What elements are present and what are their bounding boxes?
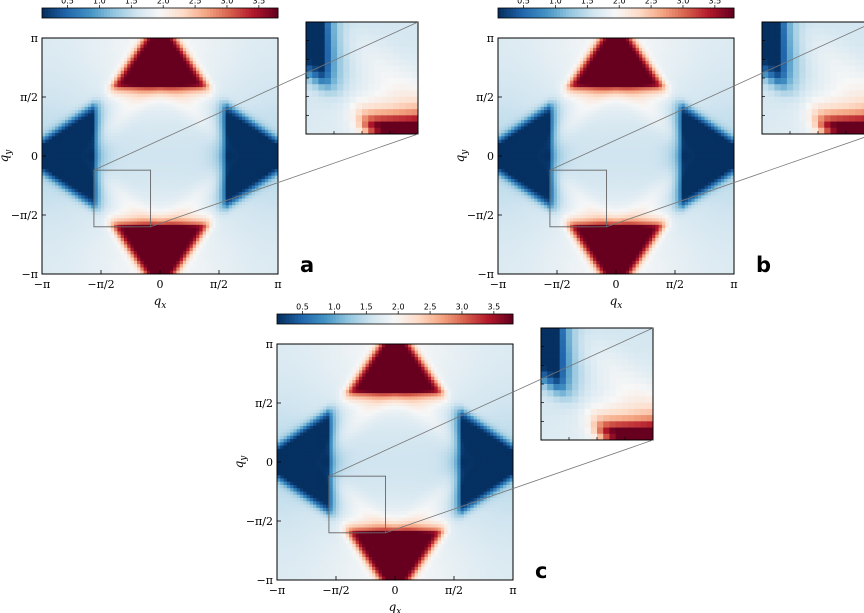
y-tick-label: −π/2 [11,209,38,222]
colorbar-tick-label: 3.0 [677,0,690,6]
x-tick-label: 0 [157,278,164,291]
colorbar-tick-label: 1.0 [549,0,562,6]
colorbar-tick-label: 3.5 [252,0,265,6]
colorbar-tick-label: 2.5 [189,0,202,6]
x-tick-label: −π/2 [87,278,114,291]
x-tick-label: π [274,278,281,291]
colorbar-tick-label: 1.0 [93,0,106,6]
connector-line [385,439,654,534]
colorbar: 0.5 1.0 1.5 2.0 2.5 3.0 3.5 [497,0,735,19]
colorbar-tick-label: 0.5 [61,0,74,6]
connector-line [328,327,654,477]
x-tick-label: π/2 [210,278,228,291]
y-tick-label: π/2 [255,397,273,410]
zoom-box [328,475,387,534]
x-tick-label: π/2 [666,278,684,291]
y-tick-label: 0 [31,150,38,163]
panel-label: c [535,559,547,583]
zoom-box [93,169,152,228]
colorbar-tick-label: 2.0 [613,0,626,6]
x-axis-label: qx [389,600,402,613]
colorbar-tick-label: 2.0 [392,303,405,312]
panel-label: b [756,253,771,277]
y-tick-label: π/2 [20,91,38,104]
colorbar: 0.5 1.0 1.5 2.0 2.5 3.0 3.5 [41,0,279,19]
colorbar-tick-label: 3.5 [708,0,721,6]
colorbar-tick-label: 2.5 [424,303,437,312]
heatmap-inset [541,328,654,441]
colorbar-tick-label: 0.5 [296,303,309,312]
y-tick-label: −π/2 [467,209,494,222]
y-tick-label: −π [257,574,273,587]
connector-line [93,21,419,171]
y-tick-label: π [487,32,494,45]
y-tick-label: 0 [487,150,494,163]
heatmap-main [42,38,279,275]
y-tick-label: −π [22,268,38,281]
y-axis-label: qy [232,455,249,469]
x-tick-label: π [730,278,737,291]
x-tick-label: −π [269,584,285,597]
x-tick-label: −π/2 [322,584,349,597]
colorbar-tick-label: 3.0 [456,303,469,312]
heatmap-inset [762,22,864,135]
x-tick-label: 0 [613,278,620,291]
y-tick-label: π/2 [476,91,494,104]
colorbar-tick-label: 2.5 [645,0,658,6]
colorbar-tick-label: 0.5 [517,0,530,6]
y-tick-label: −π [478,268,494,281]
colorbar: 0.5 1.0 1.5 2.0 2.5 3.0 3.5 [276,303,514,325]
colorbar-tick-label: 1.5 [125,0,138,6]
connector-line [549,26,864,171]
connector-line [150,133,419,228]
y-tick-label: π [31,32,38,45]
connector-line [606,137,864,228]
heatmap-inset [306,22,419,135]
panel-label: a [300,253,314,277]
zoom-box [549,169,608,228]
y-tick-label: 0 [266,456,273,469]
y-tick-label: −π/2 [246,515,273,528]
colorbar-tick-label: 1.0 [328,303,341,312]
y-tick-label: π [266,338,273,351]
x-tick-label: π/2 [445,584,463,597]
colorbar-tick-label: 3.0 [221,0,234,6]
colorbar-tick-label: 1.5 [360,303,373,312]
heatmap-main [498,38,735,275]
colorbar-tick-label: 3.5 [487,303,500,312]
x-tick-label: 0 [392,584,399,597]
heatmap-main [277,344,514,581]
x-tick-label: −π [490,278,506,291]
x-tick-label: π [509,584,516,597]
x-tick-label: −π/2 [543,278,570,291]
x-tick-label: −π [34,278,50,291]
colorbar-tick-label: 1.5 [581,0,594,6]
colorbar-tick-label: 2.0 [157,0,170,6]
y-axis-label: qy [0,149,14,163]
